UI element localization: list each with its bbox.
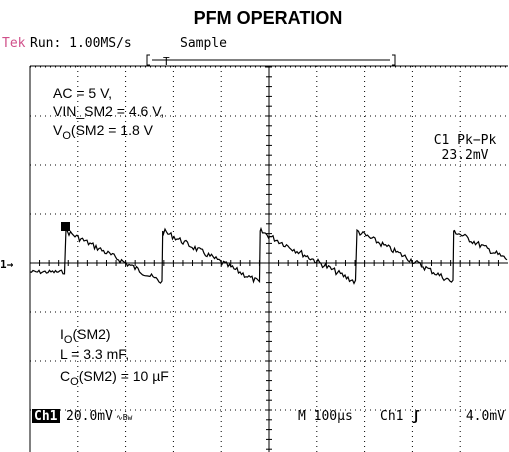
measure-label: C1 Pk−Pk [434, 133, 497, 148]
text: (SM2) = 10 µF [79, 368, 169, 384]
graticule [29, 65, 508, 452]
footer-trig-channel: Ch1 [380, 409, 403, 424]
trigger-bar [146, 54, 396, 66]
subscript: O [62, 130, 71, 142]
footer-trig-slope: ʃ [412, 409, 420, 424]
brand: Tek [2, 36, 26, 51]
footer-trig-level: 4.0mV [466, 409, 505, 424]
footer-bw: ∿Bw [116, 413, 133, 422]
subscript: O [64, 334, 73, 346]
condition: VO(SM2 = 1.8 V [53, 122, 154, 142]
acq-mode: Sample [180, 36, 227, 51]
channel-box [32, 409, 60, 423]
footer-timebase: M 100µs [298, 409, 353, 424]
condition: VIN_SM2 = 4.6 V, [53, 103, 164, 119]
symbol: I [60, 326, 64, 342]
text: (SM2) [72, 326, 110, 342]
waveform [29, 226, 508, 285]
load: L = 3.3 mF, [60, 346, 129, 362]
title: PFM OPERATION [194, 8, 343, 28]
load: CO(SM2) = 10 µF [60, 368, 169, 388]
symbol: V [53, 122, 63, 138]
symbol: C [60, 368, 70, 384]
run-rate: Run: 1.00MS/s [30, 36, 132, 51]
load: IO(SM2) [60, 326, 111, 346]
channel-marker: 1→ [0, 258, 14, 271]
footer-channel: Ch1 [34, 409, 58, 424]
footer-scale: 20.0mV [66, 409, 113, 424]
text: (SM2 = 1.8 V [71, 122, 154, 138]
subscript: O [70, 376, 79, 388]
measure-value: 23.2mV [442, 148, 489, 163]
condition: AC = 5 V, [53, 85, 112, 101]
trigger-marker: T [163, 55, 170, 68]
trigger-point [61, 222, 70, 231]
